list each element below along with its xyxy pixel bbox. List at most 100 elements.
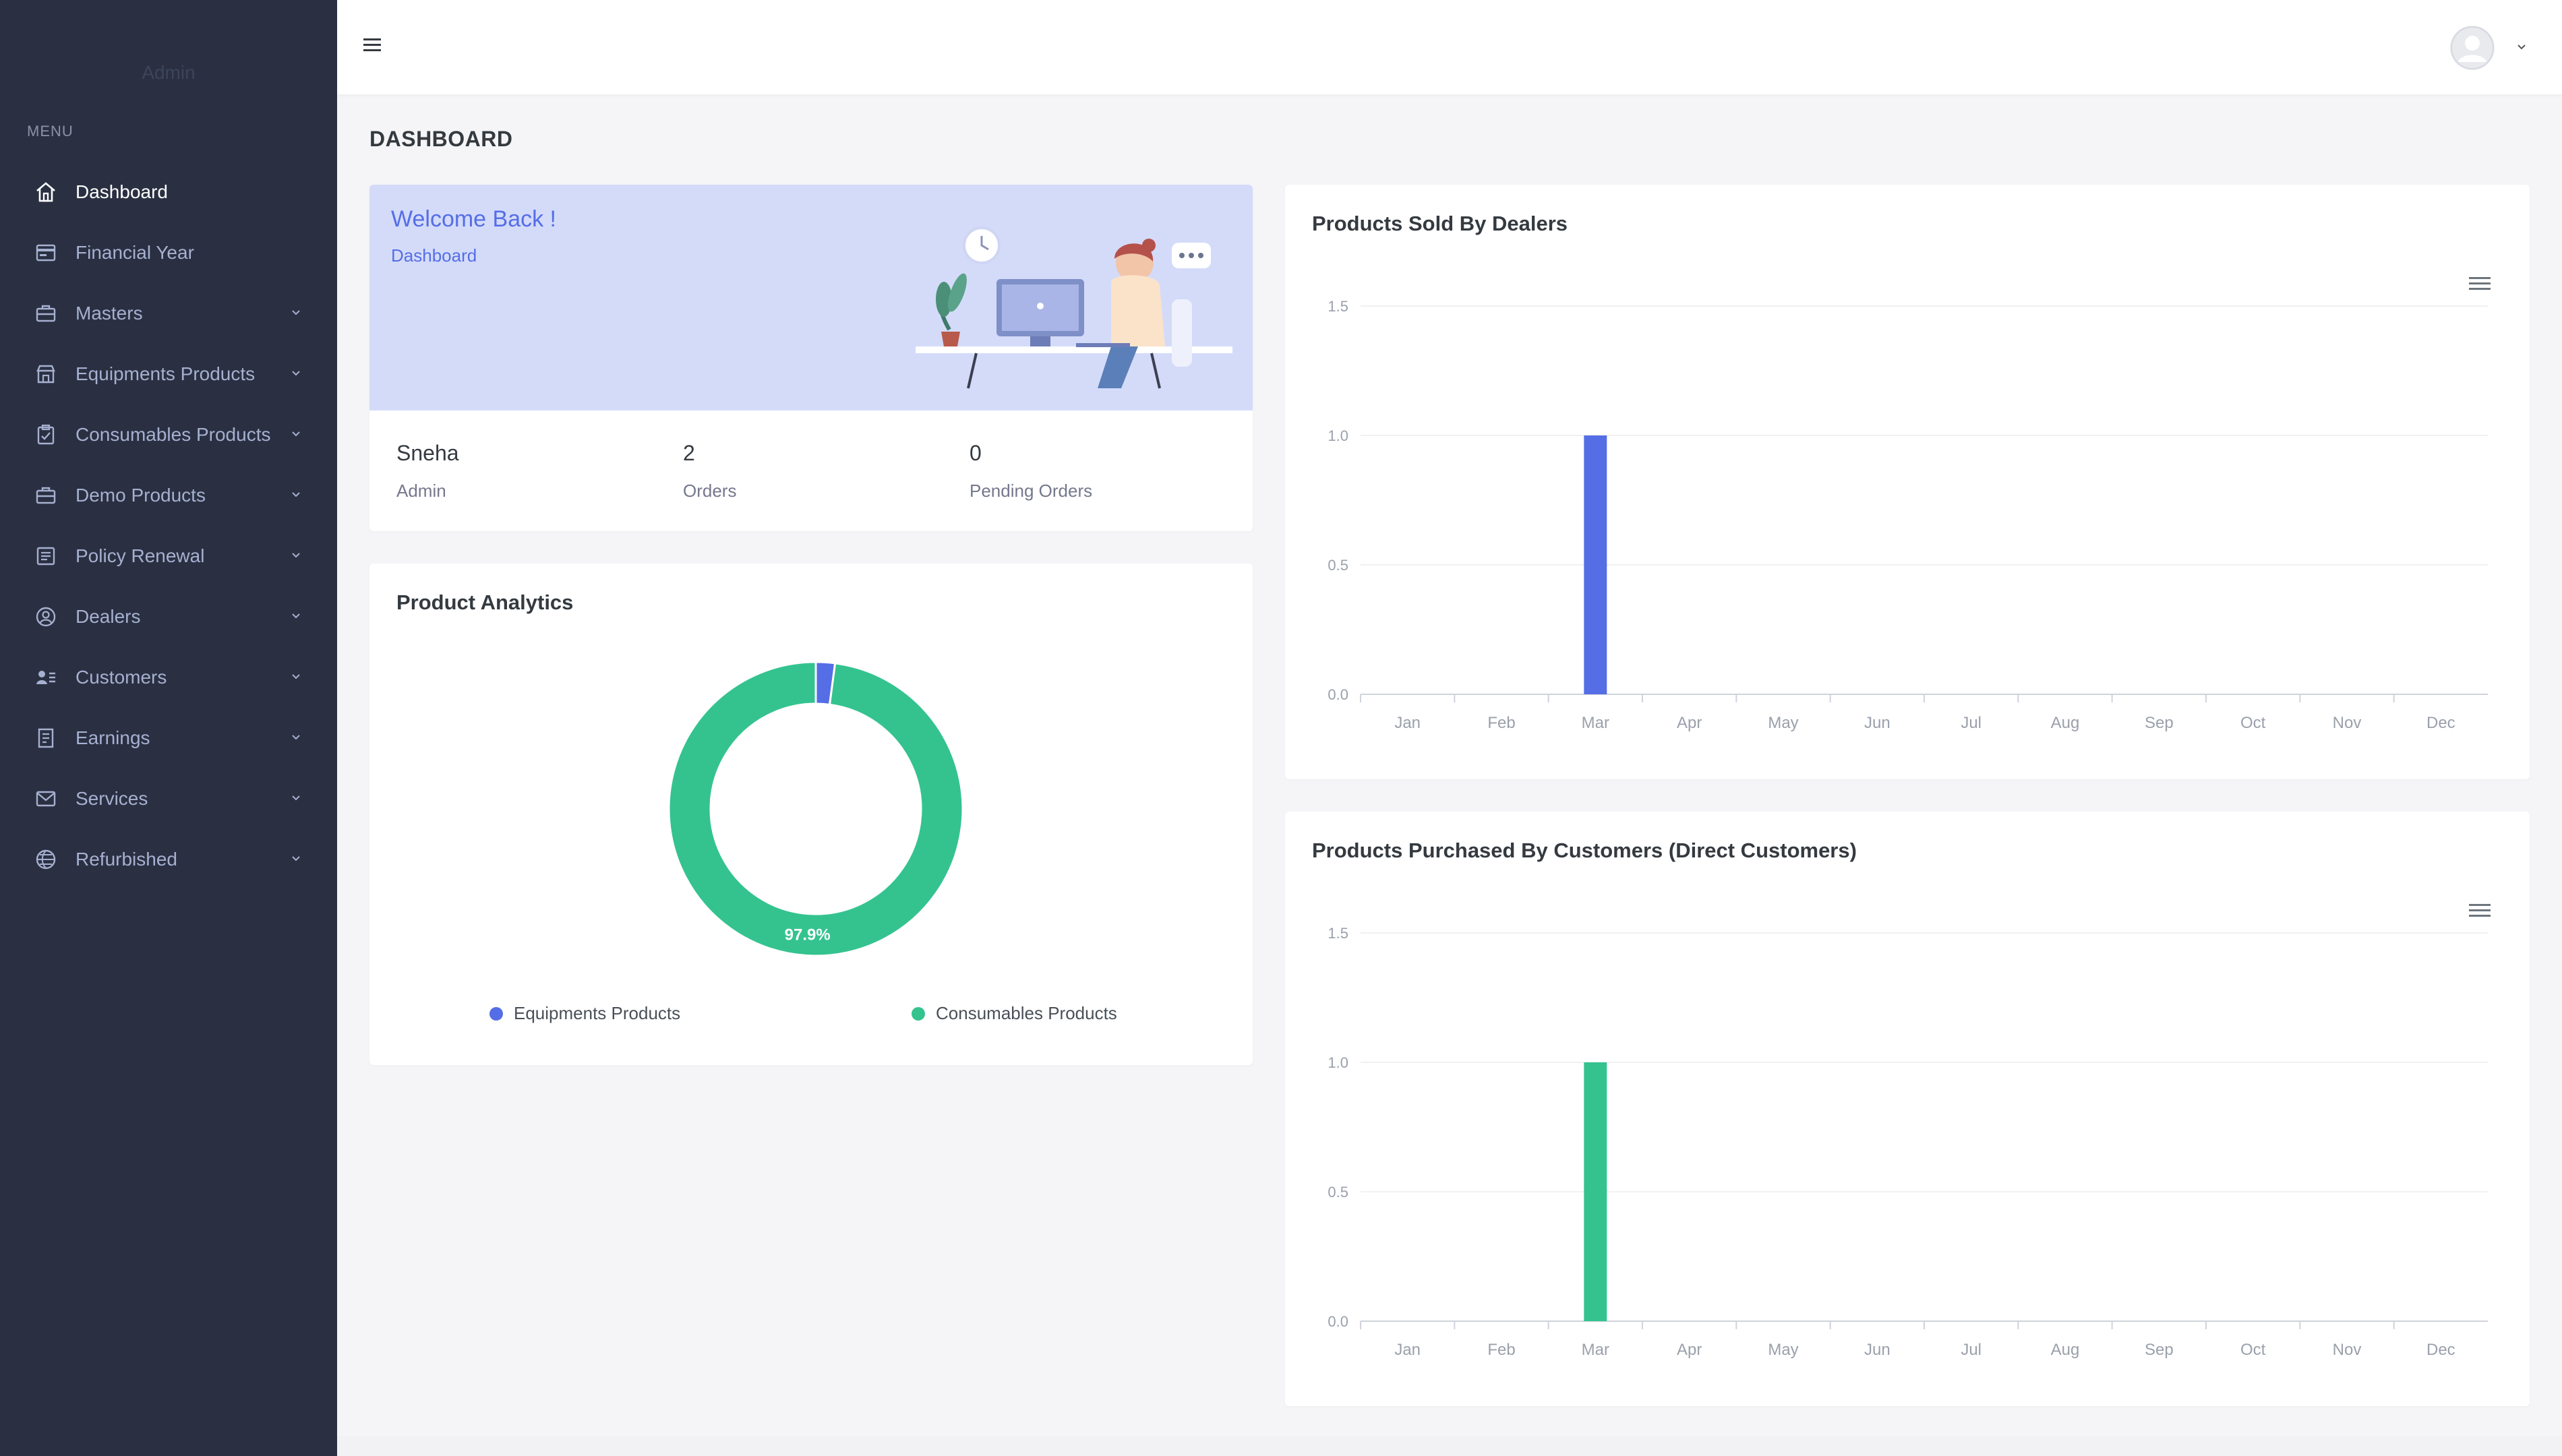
welcome-subtitle: Dashboard <box>391 245 477 266</box>
legend-consumables-products[interactable]: Consumables Products <box>912 1003 1117 1024</box>
user-avatar-icon <box>2451 26 2494 69</box>
sidebar-item-services[interactable]: Services <box>0 768 337 829</box>
welcome-title: Welcome Back ! <box>391 206 557 232</box>
bar-mar[interactable] <box>1584 435 1607 694</box>
document-icon <box>32 543 59 570</box>
y-tick-label: 1.0 <box>1328 1054 1348 1071</box>
welcome-banner: Welcome Back ! Dashboard <box>369 185 1253 411</box>
sidebar-item-policy-renewal[interactable]: Policy Renewal <box>0 526 337 586</box>
chart-menu-icon[interactable] <box>2468 274 2492 294</box>
x-tick-label: Jul <box>1961 1341 1982 1359</box>
stat-orders: 2 Orders <box>683 441 736 502</box>
sidebar-item-label: Refurbished <box>76 849 177 870</box>
legend-label-equipments: Equipments Products <box>514 1003 681 1023</box>
legend-equipments-products[interactable]: Equipments Products <box>489 1003 680 1024</box>
dealers-bar-chart: 0.0 0.5 1.0 1.5 Jan Feb Mar Apr May Jun Jul Aug Sep O… <box>1328 298 2488 732</box>
sidebar-item-label: Masters <box>76 303 143 324</box>
home-icon <box>32 179 59 206</box>
brand-logo-text[interactable]: Admin <box>142 62 196 83</box>
donut-slice-consumables-products[interactable] <box>667 661 964 957</box>
products-sold-by-dealers-card: Products Sold By Dealers <box>1285 185 2530 779</box>
briefcase-icon <box>32 482 59 509</box>
sidebar-item-dashboard[interactable]: Dashboard <box>0 162 337 222</box>
x-tick-label: Apr <box>1677 1341 1702 1359</box>
user-list-icon <box>32 664 59 691</box>
sidebar-item-equipments-products[interactable]: Equipments Products <box>0 344 337 404</box>
sidebar-item-consumables-products[interactable]: Consumables Products <box>0 404 337 465</box>
y-tick-label: 0.0 <box>1328 1313 1348 1330</box>
sidebar-item-customers[interactable]: Customers <box>0 647 337 708</box>
chevron-down-icon <box>292 431 300 437</box>
x-tick-label: Sep <box>2145 1341 2174 1359</box>
office-illustration <box>916 226 1232 389</box>
sidebar-item-label: Dashboard <box>76 181 168 202</box>
user-role: Admin <box>396 481 446 501</box>
customers-bar-chart: 0.0 0.5 1.0 1.5 Jan Feb Mar Apr May Jun Jul Aug Sep O… <box>1328 925 2488 1359</box>
chevron-down-icon <box>292 735 300 740</box>
chevron-down-icon <box>292 492 300 497</box>
sidebar-item-label: Policy Renewal <box>76 545 205 566</box>
sidebar-item-label: Earnings <box>76 727 150 748</box>
product-analytics-card: Product Analytics <box>369 564 1253 1065</box>
sidebar-item-label: Dealers <box>76 606 141 627</box>
products-purchased-by-customers-card: Products Purchased By Customers (Direct … <box>1285 812 2530 1406</box>
x-tick-label: Jan <box>1394 1341 1421 1359</box>
sidebar-nav: Dashboard Financial Year Masters Equipments… <box>0 162 337 890</box>
stat-pending-orders: 0 Pending Orders <box>970 441 1092 502</box>
calendar-card-icon <box>32 239 59 266</box>
y-tick-label: 0.5 <box>1328 1184 1348 1201</box>
dealers-chart-title: Products Sold By Dealers <box>1312 212 1568 235</box>
x-tick-label: Aug <box>2051 714 2080 732</box>
chevron-down-icon <box>292 674 300 679</box>
x-tick-label: Dec <box>2426 1341 2455 1359</box>
legend-dot-consumables <box>912 1006 925 1021</box>
sidebar-item-masters[interactable]: Masters <box>0 283 337 344</box>
x-tick-label: Sep <box>2145 714 2174 732</box>
orders-label: Orders <box>683 481 737 501</box>
y-tick-label: 1.5 <box>1328 298 1348 315</box>
legend-dot-equipments <box>489 1006 503 1021</box>
x-tick-label: May <box>1768 1341 1798 1359</box>
sidebar-item-label: Financial Year <box>76 242 194 263</box>
x-tick-label: Nov <box>2333 1341 2362 1359</box>
x-tick-label: Jun <box>1864 714 1890 732</box>
pending-orders-value: 0 <box>970 441 982 465</box>
user-name: Sneha <box>396 441 459 465</box>
footer <box>337 1436 2562 1456</box>
customers-chart-title: Products Purchased By Customers (Direct … <box>1312 839 1857 862</box>
y-tick-label: 1.0 <box>1328 427 1348 444</box>
x-tick-label: Dec <box>2426 714 2455 732</box>
x-tick-label: May <box>1768 714 1798 732</box>
x-tick-label: Oct <box>2240 1341 2266 1359</box>
sidebar-item-label: Consumables Products <box>76 424 271 445</box>
sidebar-item-financial-year[interactable]: Financial Year <box>0 222 337 283</box>
y-tick-label: 0.5 <box>1328 557 1348 574</box>
chevron-down-icon <box>292 310 300 315</box>
globe-icon <box>32 846 59 873</box>
chevron-down-icon <box>292 371 300 376</box>
orders-value: 2 <box>683 441 695 465</box>
x-tick-label: Mar <box>1582 714 1609 732</box>
chart-menu-icon[interactable] <box>2468 901 2492 921</box>
welcome-card: Welcome Back ! Dashboard <box>369 185 1253 531</box>
bar-mar[interactable] <box>1584 1062 1607 1321</box>
chevron-down-icon <box>292 613 300 619</box>
pending-orders-label: Pending Orders <box>970 481 1093 501</box>
chevron-down-icon <box>292 795 300 801</box>
sidebar-item-dealers[interactable]: Dealers <box>0 586 337 647</box>
sidebar-item-refurbished[interactable]: Refurbished <box>0 829 337 890</box>
sidebar-item-demo-products[interactable]: Demo Products <box>0 465 337 526</box>
briefcase-icon <box>32 300 59 327</box>
hamburger-menu-icon[interactable] <box>361 34 383 55</box>
chevron-down-icon <box>292 856 300 861</box>
sidebar: Admin MENU Dashboard Financial Year Master… <box>0 0 337 1456</box>
chevron-down-icon <box>292 553 300 558</box>
user-avatar[interactable] <box>2450 26 2495 70</box>
sidebar-item-earnings[interactable]: Earnings <box>0 708 337 768</box>
sidebar-item-label: Services <box>76 788 148 809</box>
x-tick-label: Apr <box>1677 714 1702 732</box>
sidebar-item-label: Demo Products <box>76 485 206 506</box>
chevron-down-icon[interactable] <box>2515 40 2528 54</box>
store-icon <box>32 361 59 388</box>
donut-data-label: 97.9% <box>785 926 831 944</box>
